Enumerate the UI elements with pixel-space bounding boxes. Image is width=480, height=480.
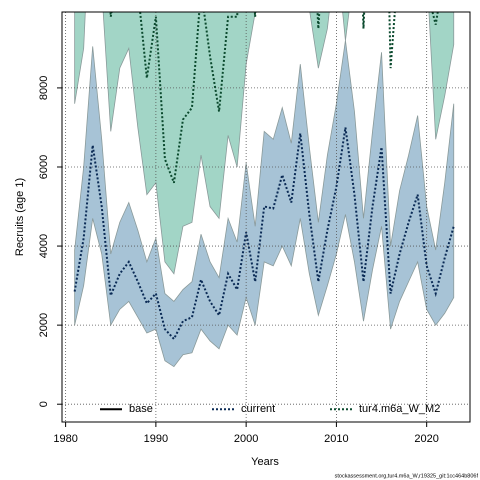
confidence-band bbox=[74, 40, 455, 368]
legend: base current tur4.m6a_W_M2 bbox=[100, 403, 440, 415]
x-tick-label: 2010 bbox=[324, 433, 348, 445]
x-tick-label: 1980 bbox=[53, 433, 77, 445]
y-tick-label: 2000 bbox=[38, 313, 50, 337]
series-line bbox=[109, 12, 439, 184]
x-tick-label: 2020 bbox=[414, 433, 438, 445]
x-axis-title: Years bbox=[251, 456, 279, 468]
y-tick-label: 0 bbox=[38, 401, 50, 407]
series-line bbox=[73, 127, 455, 341]
lines bbox=[73, 12, 455, 341]
y-tick-label: 4000 bbox=[38, 234, 50, 258]
confidence-band bbox=[74, 12, 455, 275]
x-tick-label: 1990 bbox=[144, 433, 168, 445]
grid bbox=[62, 12, 470, 422]
y-axis-title: Recruits (age 1) bbox=[14, 178, 26, 256]
y-tick-label: 6000 bbox=[38, 155, 50, 179]
legend-label: tur4.m6a_W_M2 bbox=[359, 403, 440, 415]
x-tick-label: 2000 bbox=[234, 433, 258, 445]
footer: stockassessment.org,tur4.m6a_W,r19325_gi… bbox=[335, 473, 479, 479]
legend-label: base bbox=[129, 403, 153, 415]
plot-frame bbox=[61, 11, 471, 423]
legend-label: current bbox=[241, 403, 275, 415]
y-tick-label: 8000 bbox=[38, 76, 50, 100]
bands bbox=[74, 12, 455, 368]
